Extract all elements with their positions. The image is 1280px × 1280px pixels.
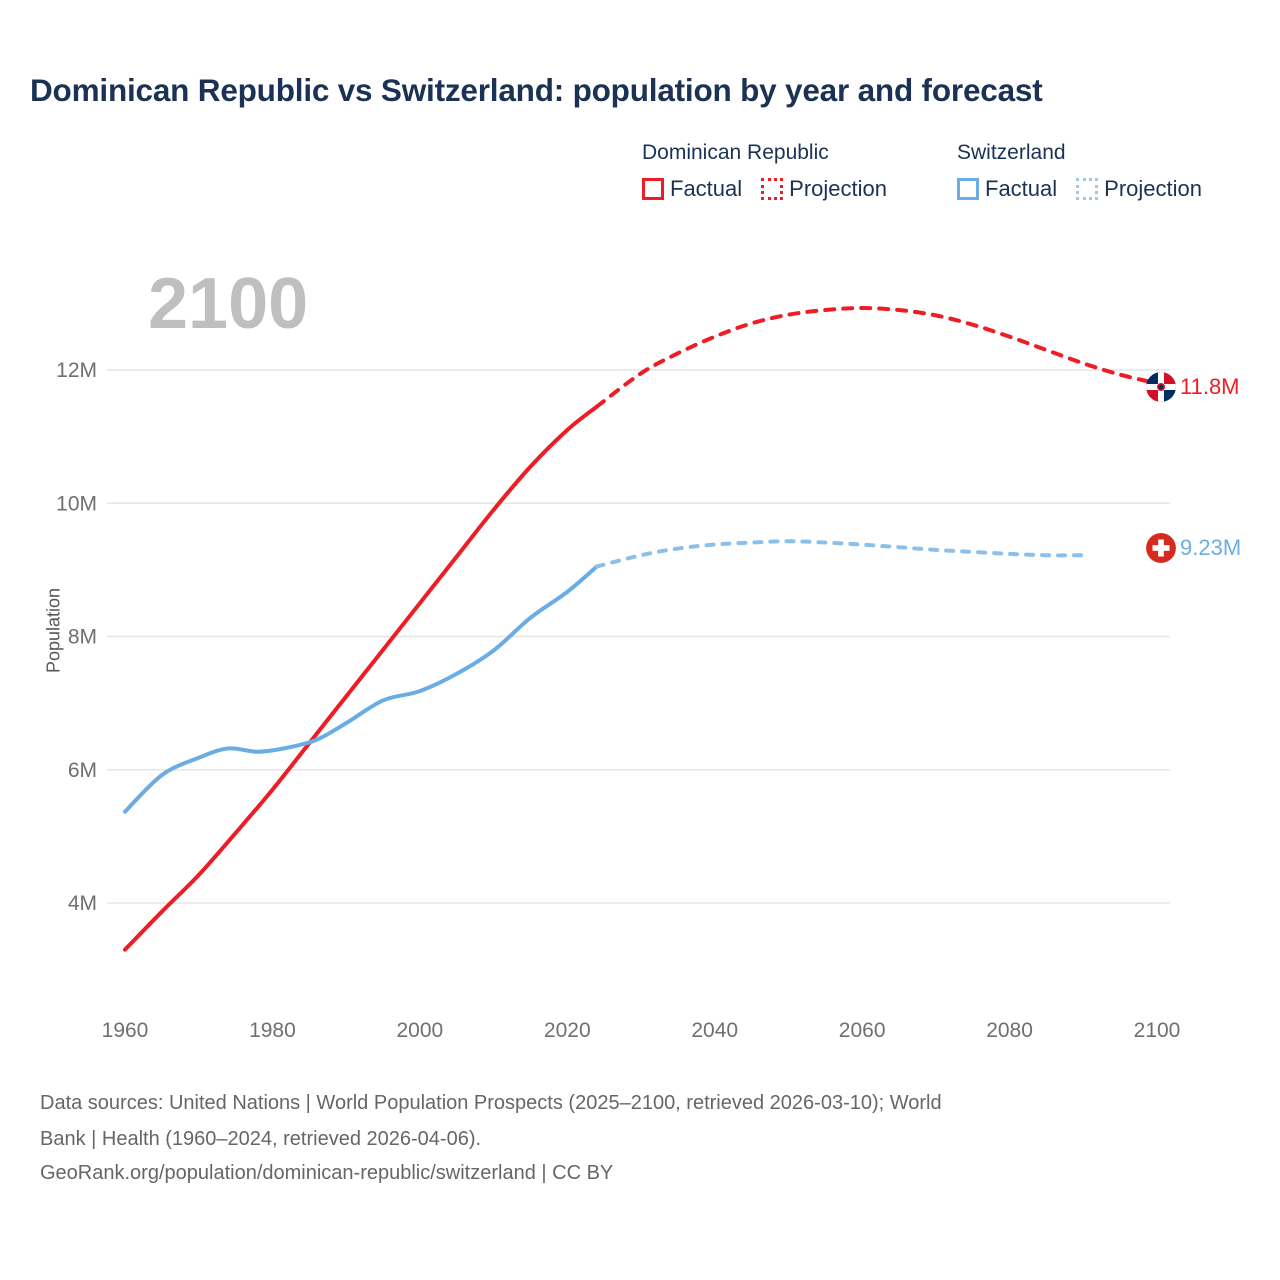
chart-gridlines <box>107 369 1170 904</box>
legend-entry-label: Projection <box>789 176 887 201</box>
y-axis-tick: 10M <box>56 492 97 515</box>
series-line-factual-dominican-republic <box>123 404 599 952</box>
legend-entry-dr-projection[interactable]: Projection <box>761 176 887 202</box>
legend-entry-label: Factual <box>670 176 743 201</box>
legend-swatch-solid-red-icon <box>642 178 664 200</box>
legend-country-label: Switzerland <box>957 141 1066 164</box>
x-axis-tick: 2040 <box>691 1019 738 1042</box>
chart-plot-area: 4M 6M 8M 10M 12M 1960 1980 2000 2020 2040 2060 208… <box>43 306 1181 1042</box>
footer-line-1: Data sources: United Nations | World Pop… <box>40 1092 942 1114</box>
x-axis-tick: 1960 <box>102 1019 149 1042</box>
page-title: Dominican Republic vs Switzerland: popul… <box>30 72 1043 108</box>
y-axis-tick-labels: 4M 6M 8M 10M 12M <box>56 359 97 915</box>
x-axis-tick-labels: 1960 1980 2000 2020 2040 2060 2080 2100 <box>102 1019 1181 1042</box>
series-line-projection-switzerland <box>594 539 1086 569</box>
y-axis-tick: 12M <box>56 359 97 382</box>
year-watermark: 2100 <box>148 264 309 344</box>
x-axis-tick: 1980 <box>249 1019 296 1042</box>
legend-country-label: Dominican Republic <box>642 141 829 164</box>
footer-line-2: Bank | Health (1960–2024, retrieved 2026… <box>40 1128 482 1150</box>
legend-entry-label: Projection <box>1104 176 1202 201</box>
y-axis-tick: 4M <box>68 892 97 915</box>
y-axis-tick: 8M <box>68 626 97 649</box>
legend-swatch-dotted-blue-icon <box>1076 178 1099 200</box>
series-line-projection-dominican-republic <box>594 306 1159 409</box>
y-axis-title: Population <box>43 587 64 674</box>
legend-group-switzerland: Switzerland Factual Projection <box>957 140 1202 202</box>
chart-series-lines <box>123 306 1159 952</box>
legend-entry-ch-projection[interactable]: Projection <box>1076 176 1202 202</box>
legend-swatch-dotted-red-icon <box>761 178 784 200</box>
x-axis-tick: 2060 <box>839 1019 886 1042</box>
x-axis-tick: 2000 <box>396 1019 443 1042</box>
legend-entry-label: Factual <box>985 176 1058 201</box>
footer-sources: Data sources: United Nations | World Pop… <box>40 1086 1250 1190</box>
endpoint-value-switzerland: 9.23M <box>1180 535 1242 560</box>
endpoint-dominican-republic: 11.8M <box>1146 372 1240 402</box>
switzerland-flag-icon <box>1146 533 1176 563</box>
footer-line-3[interactable]: GeoRank.org/population/dominican-republi… <box>40 1162 614 1184</box>
x-axis-tick: 2080 <box>986 1019 1033 1042</box>
x-axis-tick: 2020 <box>544 1019 591 1042</box>
dominican-republic-flag-icon <box>1146 372 1176 402</box>
series-line-factual-switzerland <box>123 564 599 814</box>
endpoint-value-dominican-republic: 11.8M <box>1180 374 1240 399</box>
legend-swatch-solid-blue-icon <box>957 178 979 200</box>
legend-entry-ch-factual[interactable]: Factual <box>957 176 1057 202</box>
y-axis-tick: 6M <box>68 759 97 782</box>
legend-entry-dr-factual[interactable]: Factual <box>642 176 742 202</box>
chart-legend: Dominican Republic Factual Projection Sw… <box>642 140 1262 224</box>
endpoint-switzerland: 9.23M <box>1146 533 1241 563</box>
chart-svg: 4M 6M 8M 10M 12M 1960 1980 2000 2020 2040 2060 208… <box>56 306 1181 1042</box>
legend-group-dominican-republic: Dominican Republic Factual Projection <box>642 140 887 202</box>
x-axis-tick: 2100 <box>1134 1019 1181 1042</box>
